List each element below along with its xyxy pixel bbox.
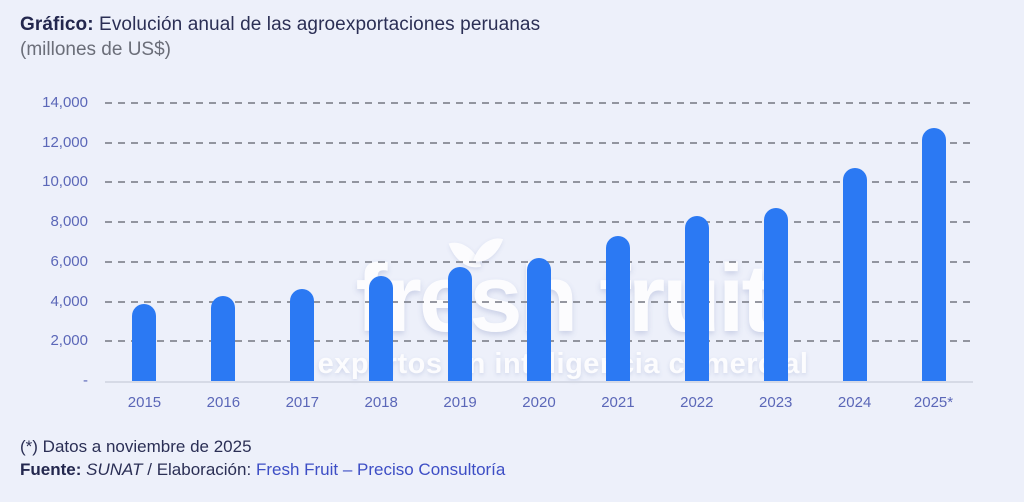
x-tick-label: 2016 — [206, 394, 241, 411]
bar-2024 — [842, 167, 867, 381]
bar-column — [894, 103, 973, 381]
bar-2022 — [684, 216, 709, 381]
chart-title-text: Evolución anual de las agroexportaciones… — [99, 14, 541, 35]
bar-2021 — [605, 236, 630, 381]
chart-title-label: Gráfico: — [20, 14, 94, 35]
y-tick-label: 6,000 — [50, 252, 88, 270]
x-axis-baseline — [105, 381, 973, 383]
bar-column — [500, 103, 579, 381]
source-line: Fuente: SUNAT / Elaboración: Fresh Fruit… — [20, 460, 505, 480]
bar-2023 — [763, 208, 788, 381]
y-tick-label: 12,000 — [42, 133, 88, 151]
bar-2020 — [526, 257, 551, 381]
gridline — [105, 102, 973, 104]
source-value: SUNAT — [86, 460, 143, 479]
gridline — [105, 141, 973, 144]
gridline — [105, 221, 973, 224]
x-tick-label: 2015 — [127, 394, 162, 411]
bar-column — [736, 103, 815, 381]
plot-area: fresh fruit expertos en inteligencia com… — [105, 102, 973, 383]
y-tick-label: 4,000 — [50, 292, 88, 310]
bars-row — [105, 103, 973, 381]
y-axis-labels: - 2,000 4,000 6,000 8,000 10,000 12,000 14,000 — [0, 94, 88, 389]
chart-subtitle: (millones de US$) — [20, 39, 171, 60]
chart-header: Gráfico: Evolución anual de las agroexpo… — [20, 12, 540, 62]
x-tick-label: 2025* — [913, 394, 954, 411]
y-tick-label: - — [83, 372, 88, 389]
bar-2025 — [921, 127, 946, 381]
x-tick-label: 2017 — [285, 394, 319, 411]
source-label: Fuente: — [20, 460, 82, 479]
x-tick-label: 2023 — [759, 394, 793, 411]
y-tick-label: 10,000 — [42, 173, 88, 191]
x-tick-label: 2020 — [522, 394, 556, 411]
x-tick-label: 2022 — [680, 394, 714, 411]
x-tick-label: 2021 — [601, 394, 635, 411]
x-tick-label: 2024 — [837, 394, 872, 411]
bar-column — [184, 103, 263, 381]
bar-column — [815, 103, 894, 381]
y-tick-label: 2,000 — [50, 332, 88, 350]
source-separator: / — [147, 460, 152, 479]
footnote: (*) Datos a noviembre de 2025 — [20, 437, 252, 456]
chart-title: Gráfico: Evolución anual de las agroexpo… — [20, 12, 540, 38]
y-tick-label: 8,000 — [50, 213, 88, 231]
bar-column — [263, 103, 342, 381]
bar-2018 — [369, 275, 394, 381]
x-axis-labels: 2015 2016 2017 2018 2019 2020 2021 2022 2023 2024… — [105, 394, 973, 411]
bar-column — [657, 103, 736, 381]
bar-column — [578, 103, 657, 381]
elaboration-value: Fresh Fruit – Preciso Consultoría — [255, 460, 506, 479]
gridline — [105, 181, 973, 184]
y-tick-label: 14,000 — [42, 94, 88, 111]
x-tick-label: 2019 — [443, 394, 477, 411]
bar-2019 — [448, 266, 473, 381]
bar-2017 — [290, 288, 315, 381]
bar-column — [342, 103, 421, 381]
bar-column — [421, 103, 500, 381]
elaboration-label: Elaboración: — [156, 460, 252, 479]
bar-column — [105, 103, 184, 381]
bar-2015 — [132, 303, 157, 381]
bar-2016 — [211, 295, 236, 381]
x-tick-label: 2018 — [364, 394, 398, 411]
